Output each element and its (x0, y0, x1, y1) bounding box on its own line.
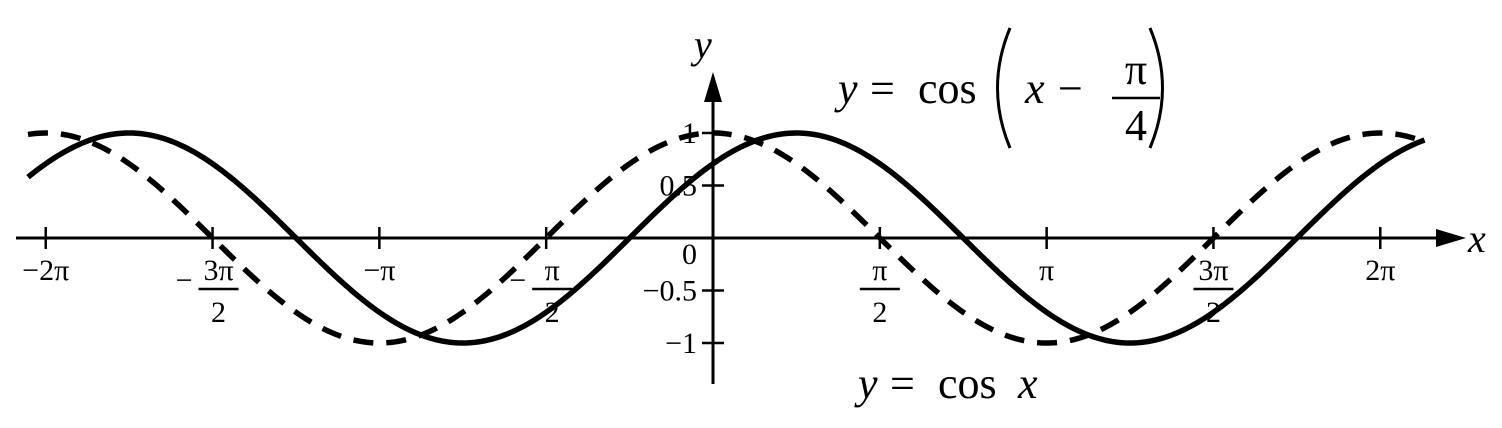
origin-label: 0 (682, 238, 697, 271)
curve-label-cos: y = cos x (854, 359, 1038, 408)
label-arg: x (1017, 359, 1038, 408)
x-tick-label: 2π (1365, 254, 1395, 287)
label-func: cos (918, 64, 977, 113)
series-line-cos-shifted (26, 130, 1426, 346)
series-line-cos (27, 130, 1426, 346)
x-tick-label: π (1039, 254, 1054, 287)
label-frac-num: π (1125, 45, 1147, 94)
x-tick-label-denominator: 2 (872, 296, 887, 329)
y-tick-label: −0.5 (643, 275, 697, 308)
x-tick-label-sign: − (176, 264, 193, 297)
x-tick-label-numerator: π (545, 254, 560, 287)
y-axis-arrowhead (704, 72, 722, 102)
x-tick-label: −2π (22, 254, 69, 287)
right-paren (1148, 27, 1164, 149)
label-eq: = (890, 359, 915, 408)
left-paren (996, 27, 1012, 149)
x-tick-label: −π (363, 254, 395, 287)
curve-label-cos-shifted: y = cos x − π 4 (834, 27, 1164, 150)
x-axis-arrowhead (1436, 229, 1466, 247)
x-tick-label-numerator: 3π (1198, 254, 1228, 287)
y-axis-label: y (690, 22, 712, 67)
x-axis-label: x (1467, 216, 1486, 261)
x-tick-label-numerator: 3π (203, 254, 233, 287)
label-frac-den: 4 (1125, 101, 1147, 150)
label-arg: x (1024, 64, 1045, 113)
x-tick-label-numerator: π (872, 254, 887, 287)
x-tick-label-denominator: 2 (211, 296, 226, 329)
label-lhs: y (834, 64, 858, 113)
label-eq: = (870, 64, 895, 113)
label-lhs: y (854, 359, 878, 408)
y-tick-label: 0.5 (660, 170, 698, 203)
label-func: cos (938, 359, 997, 408)
y-tick-label: −1 (665, 327, 697, 360)
label-minus: − (1058, 64, 1083, 113)
